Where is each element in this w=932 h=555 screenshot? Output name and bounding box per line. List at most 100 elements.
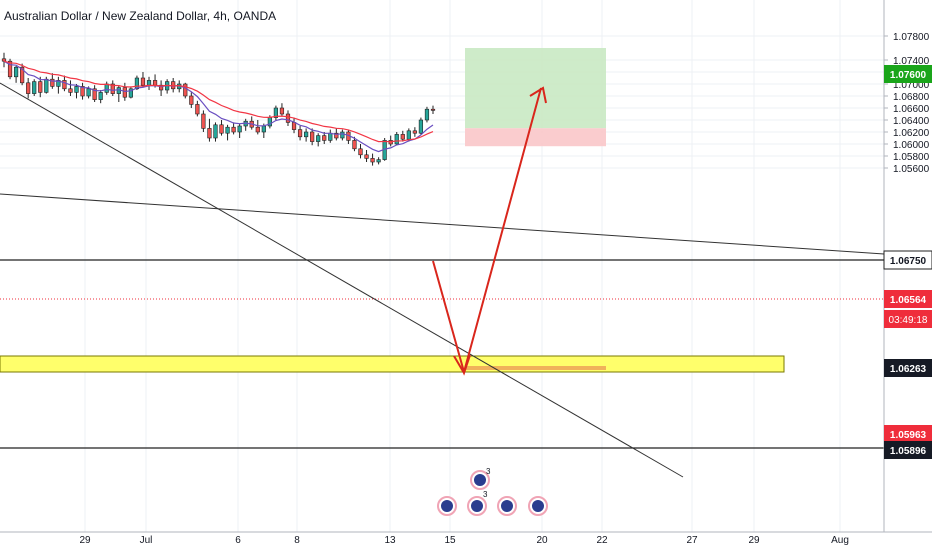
price-tick-label: 1.06600 xyxy=(893,104,930,115)
candle xyxy=(255,120,260,135)
candle xyxy=(56,76,61,94)
price-marker-stop[interactable]: 1.05963 xyxy=(884,425,932,443)
countdown-text: 03:49:18 xyxy=(889,315,928,326)
candle-body xyxy=(219,124,224,134)
candle-body xyxy=(68,88,73,93)
event-flag-icon[interactable] xyxy=(528,496,548,516)
candle xyxy=(189,92,194,108)
support-resistance-zone xyxy=(0,355,785,373)
price-tick-label: 1.06400 xyxy=(893,116,930,127)
candle-body xyxy=(406,130,411,140)
candle xyxy=(340,129,345,141)
candle-body xyxy=(304,131,309,138)
event-flag-icon[interactable] xyxy=(437,496,457,516)
price-marker-box xyxy=(884,290,932,308)
candle-body xyxy=(134,77,140,90)
candle xyxy=(231,122,236,135)
candle-body xyxy=(122,87,127,98)
candle-body xyxy=(140,77,146,86)
candle-body xyxy=(56,80,61,87)
candle-body xyxy=(80,86,85,97)
events-layer[interactable]: 33 xyxy=(437,467,548,516)
candle-body xyxy=(285,113,291,123)
candle-body xyxy=(26,82,31,94)
time-axis[interactable]: 29 Jul 6 8 13 15 20 22 27 29 Aug xyxy=(0,531,932,546)
time-tick-label: 22 xyxy=(596,535,608,546)
candle-body xyxy=(62,80,67,90)
grid-layer xyxy=(0,0,884,532)
drawings-layer xyxy=(0,48,885,478)
candle-body xyxy=(32,81,37,94)
candle xyxy=(110,80,115,96)
price-marker-label: 1.06263 xyxy=(890,364,927,375)
candle-body xyxy=(261,125,266,133)
candle-body xyxy=(98,92,103,100)
candles-layer xyxy=(1,52,436,166)
price-tick-label: 1.05800 xyxy=(893,152,930,163)
candle xyxy=(158,80,164,96)
candle xyxy=(400,130,405,142)
candle-body xyxy=(38,81,43,93)
candle xyxy=(80,82,85,100)
countdown-marker: 03:49:18 xyxy=(884,310,932,328)
candle xyxy=(358,144,363,159)
target-zone xyxy=(465,48,606,129)
event-flag-icon[interactable] xyxy=(497,496,517,516)
candle xyxy=(310,128,315,146)
candle-body xyxy=(424,108,430,121)
candle xyxy=(243,118,248,131)
time-tick-label: 8 xyxy=(294,535,300,546)
price-marker-support[interactable]: 1.05896 xyxy=(884,441,932,459)
candle-body xyxy=(50,78,55,87)
time-tick-label: Jul xyxy=(140,535,153,546)
down-arrowhead xyxy=(453,354,471,376)
candle-body xyxy=(279,107,285,115)
price-marker-target[interactable]: 1.07600 xyxy=(884,65,932,83)
event-flag-icon[interactable] xyxy=(467,496,487,516)
candle-body xyxy=(92,88,97,100)
candle xyxy=(92,85,97,102)
time-tick-label: 20 xyxy=(536,535,548,546)
chart-title: Australian Dollar / New Zealand Dollar, … xyxy=(4,9,276,23)
entry-line-band xyxy=(465,366,606,370)
candle-body xyxy=(316,135,321,142)
candle xyxy=(219,120,224,136)
price-tick-label: 1.06200 xyxy=(893,128,930,139)
candle-body xyxy=(370,158,375,163)
candle xyxy=(128,86,133,99)
event-count-badge: 3 xyxy=(486,467,491,476)
candle-body xyxy=(158,84,164,91)
event-icon-flag xyxy=(532,500,544,512)
candle xyxy=(322,132,327,144)
candle xyxy=(74,84,79,99)
price-marker-resistance[interactable]: 1.06750 xyxy=(883,250,932,270)
candle-body xyxy=(146,80,152,86)
candle xyxy=(98,90,103,104)
candle xyxy=(370,153,375,166)
price-marker-label: 1.06750 xyxy=(890,256,927,267)
price-marker-last_price[interactable]: 1.06564 xyxy=(884,290,932,308)
event-icon-flag xyxy=(501,500,513,512)
candle-body xyxy=(13,66,19,78)
candle-body xyxy=(201,113,206,129)
candle xyxy=(225,124,230,141)
flat-trendline xyxy=(0,193,885,255)
candle-body xyxy=(358,148,363,156)
candle xyxy=(424,106,430,123)
candle-body xyxy=(400,134,405,140)
candle xyxy=(183,82,188,99)
price-axis[interactable]: 1.078001.074001.072001.070001.068001.066… xyxy=(883,0,932,532)
price-tick-label: 1.06800 xyxy=(893,92,930,103)
candle xyxy=(316,133,321,147)
candle xyxy=(62,75,67,92)
candle xyxy=(165,79,170,94)
candle xyxy=(13,66,19,83)
candle xyxy=(201,110,206,132)
candle-body xyxy=(418,119,424,134)
event-flag-icon[interactable] xyxy=(470,470,490,490)
candle-body xyxy=(189,95,194,105)
price-marker-entry[interactable]: 1.06263 xyxy=(884,359,932,377)
candle xyxy=(364,150,369,162)
